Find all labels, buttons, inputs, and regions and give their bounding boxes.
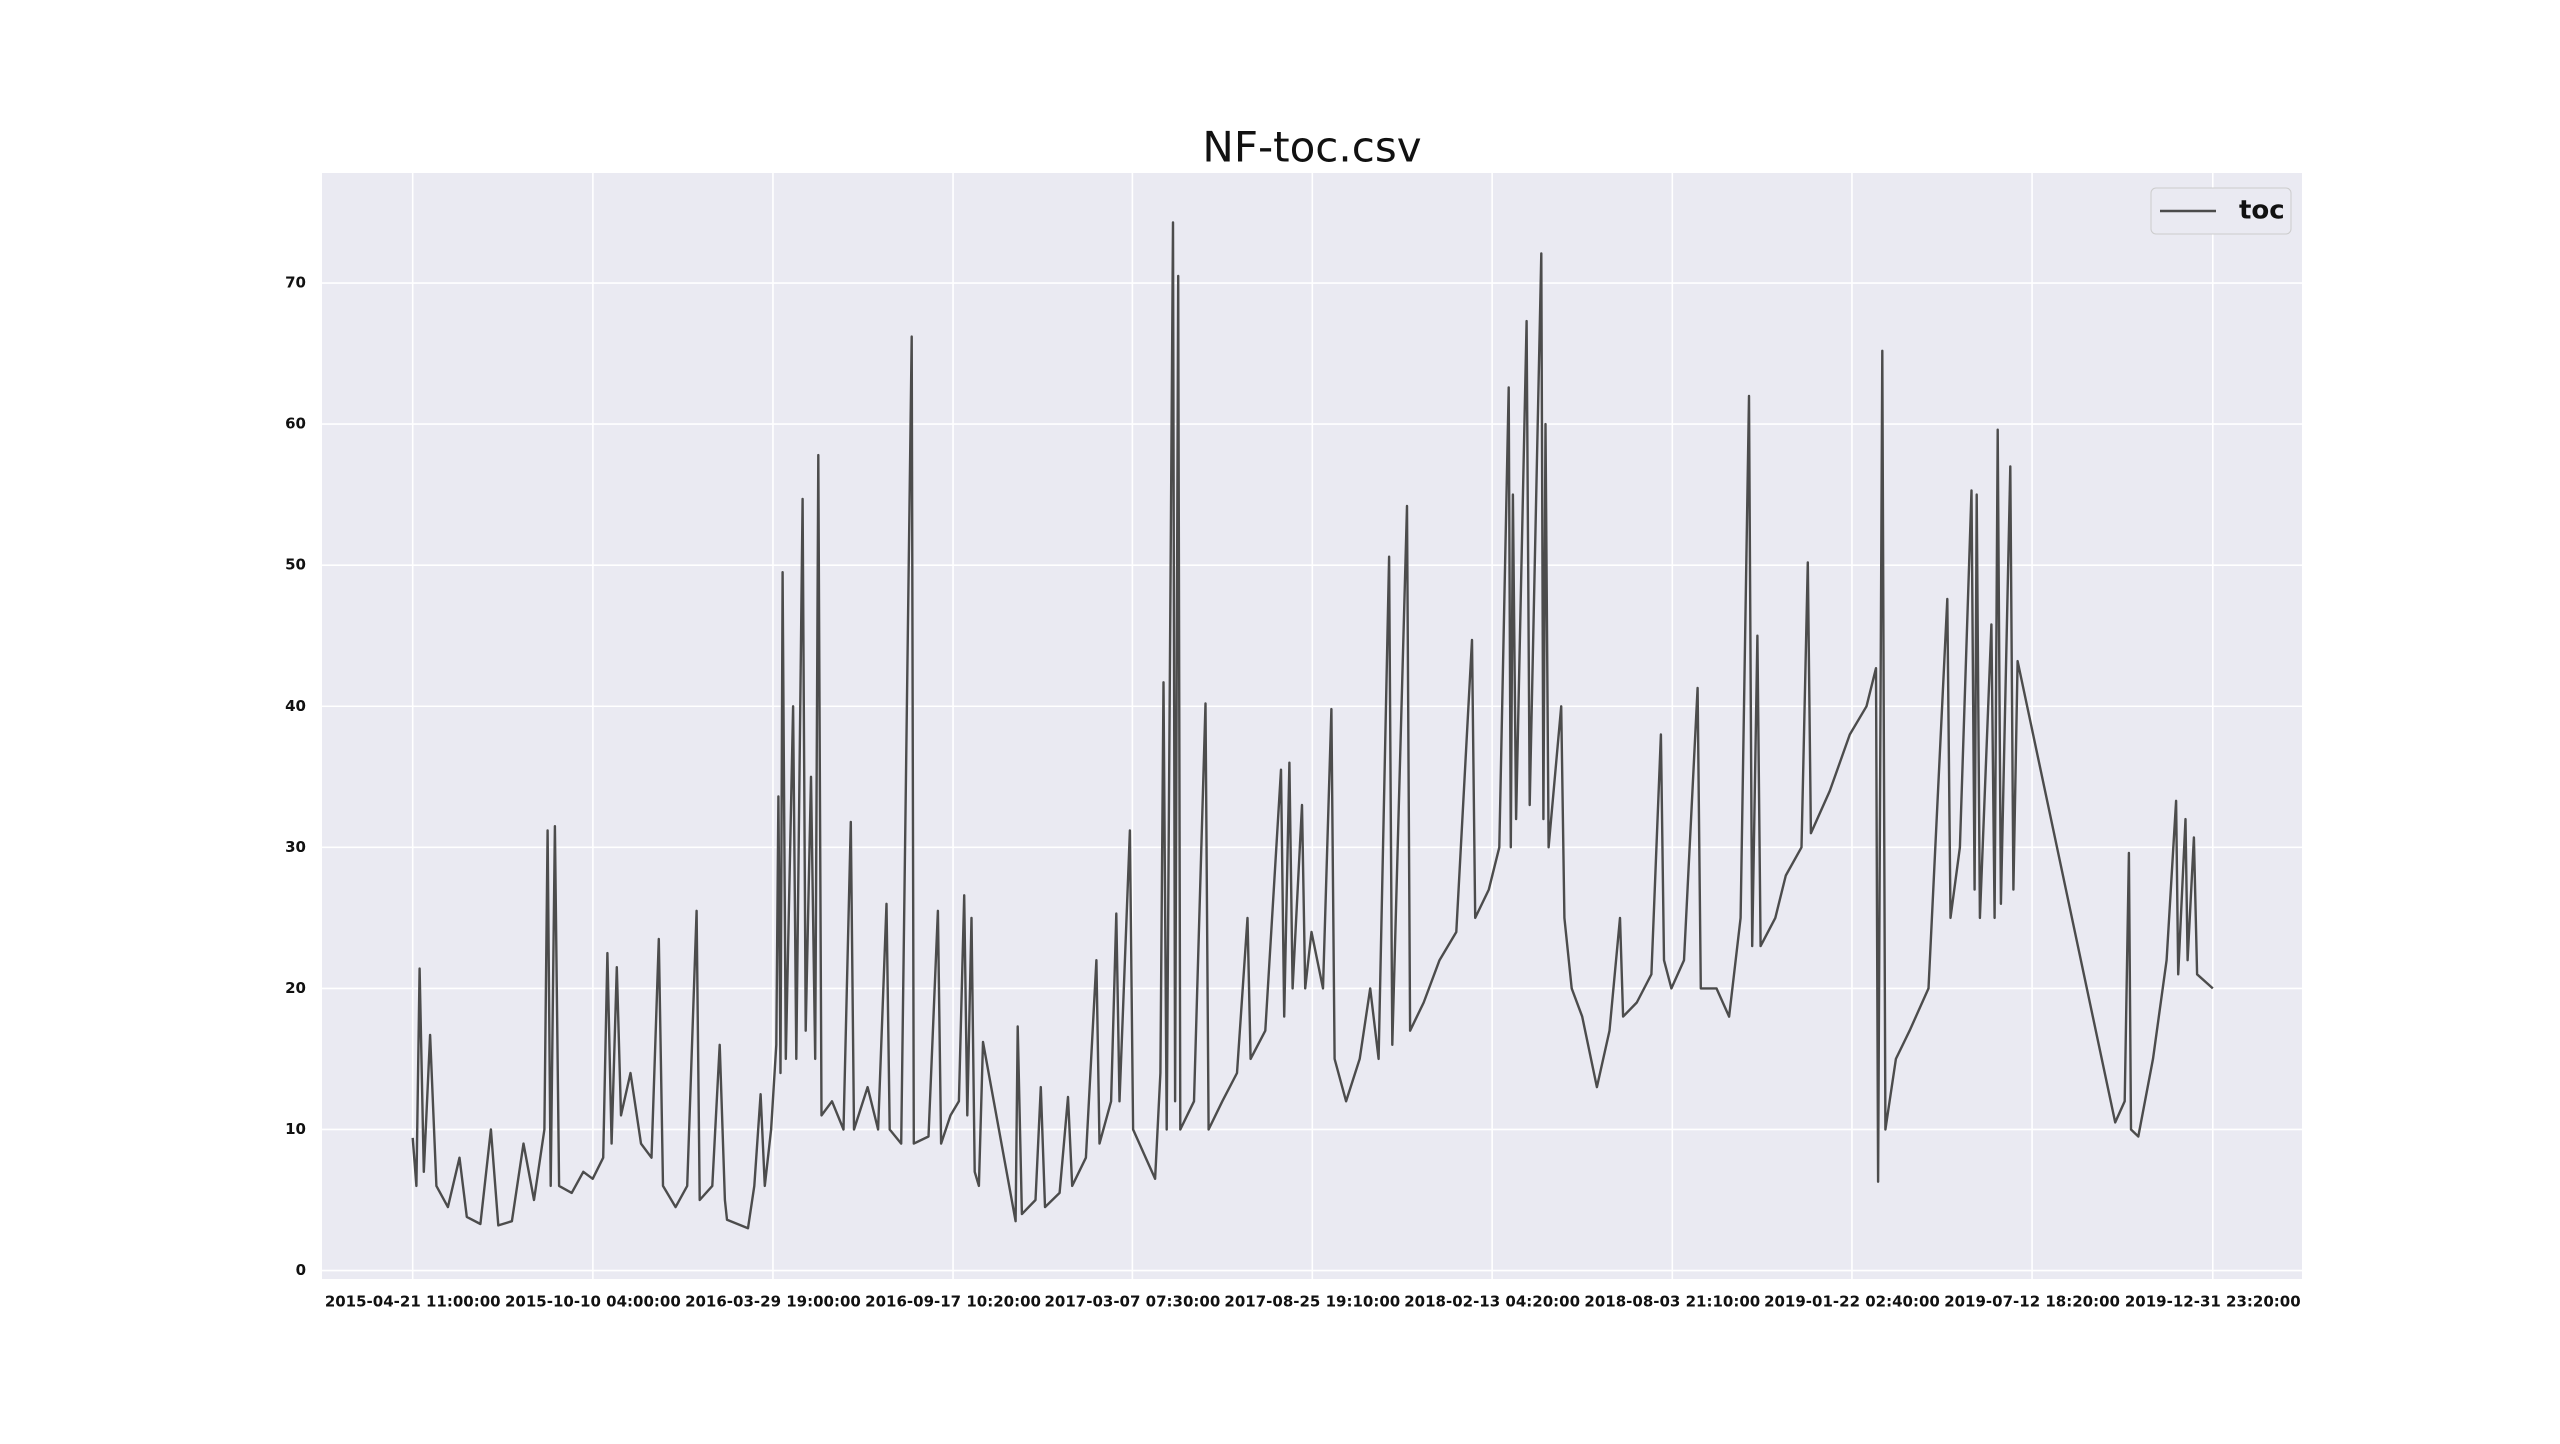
data-line [411, 221, 2214, 1230]
x-tick-label: 2017-03-07 07:30:00 [1044, 1293, 1220, 1311]
chart-title: NF-toc.csv [1202, 123, 1421, 172]
x-tick-label: 2015-10-10 04:00:00 [505, 1293, 681, 1311]
y-tick-label: 20 [285, 979, 306, 997]
y-tick-label: 30 [285, 838, 306, 856]
y-tick-label: 0 [296, 1261, 306, 1279]
y-tick-label: 10 [285, 1120, 306, 1138]
y-tick-label: 70 [285, 274, 306, 292]
x-tick-label: 2015-04-21 11:00:00 [325, 1293, 501, 1311]
y-tick-label: 60 [285, 415, 306, 433]
x-tick-label: 2019-01-22 02:40:00 [1764, 1293, 1940, 1311]
legend-label: toc [2239, 196, 2285, 226]
x-tick-label: 2017-08-25 19:10:00 [1224, 1293, 1400, 1311]
x-tick-label: 2019-07-12 18:20:00 [1944, 1293, 2120, 1311]
y-tick-label: 40 [285, 697, 306, 715]
legend-box [2150, 187, 2292, 235]
x-tick-label: 2016-03-29 19:00:00 [685, 1293, 861, 1311]
x-tick-label: 2016-09-17 10:20:00 [865, 1293, 1041, 1311]
x-tick-label: 2018-02-13 04:20:00 [1404, 1293, 1580, 1311]
x-tick-label: 2018-08-03 21:10:00 [1584, 1293, 1760, 1311]
x-tick-label: 2019-12-31 23:20:00 [2125, 1293, 2301, 1311]
y-tick-label: 50 [285, 556, 306, 574]
